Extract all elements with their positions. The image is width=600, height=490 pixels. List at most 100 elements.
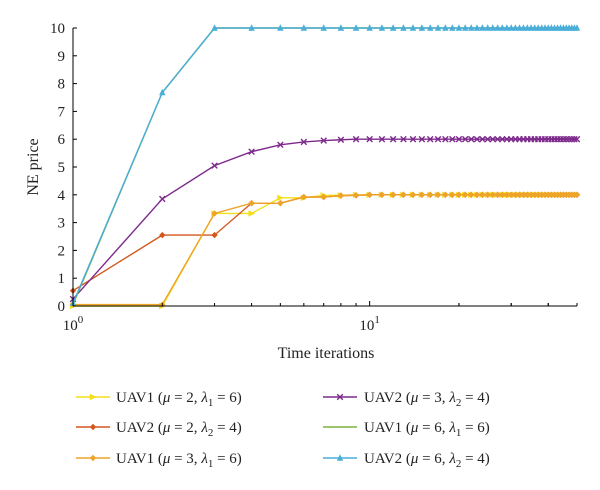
data-point — [352, 24, 360, 31]
data-point — [277, 141, 284, 149]
data-point — [211, 24, 218, 31]
data-point — [442, 191, 449, 198]
data-point — [378, 24, 386, 31]
data-point — [248, 210, 256, 217]
data-point — [573, 135, 581, 143]
data-point — [479, 191, 486, 198]
data-point — [449, 24, 456, 31]
data-point — [248, 148, 255, 156]
data-point — [531, 191, 538, 198]
y-tick-label: 6 — [58, 132, 66, 148]
x-tick-label: 101 — [359, 314, 380, 334]
data-point — [565, 135, 573, 143]
data-point — [211, 210, 218, 217]
data-point — [484, 24, 491, 31]
legend-swatch-marker — [89, 454, 97, 462]
y-tick-label: 5 — [58, 160, 66, 176]
data-point — [541, 191, 549, 198]
plot-area — [69, 24, 581, 310]
data-point — [489, 24, 496, 31]
data-point — [503, 24, 511, 31]
data-point — [507, 191, 515, 198]
data-point — [494, 191, 501, 198]
series-1 — [69, 191, 581, 310]
series-line — [73, 194, 577, 306]
y-tick-label: 9 — [58, 49, 66, 65]
data-point — [409, 24, 417, 31]
data-point — [248, 199, 255, 207]
data-point — [489, 191, 496, 198]
axes: 0 1 2 3 4 5 6 7 8 9 10 100 101 — [50, 21, 578, 334]
data-point — [455, 135, 463, 143]
data-point — [409, 191, 417, 198]
data-point — [524, 191, 531, 198]
data-point — [455, 24, 463, 31]
data-point — [462, 24, 469, 31]
data-point — [300, 138, 308, 146]
data-point — [507, 24, 515, 31]
data-point — [300, 193, 308, 201]
y-tick-label: 7 — [58, 104, 66, 120]
data-point — [499, 24, 506, 31]
data-point — [473, 191, 481, 198]
series-3 — [69, 191, 581, 308]
data-point — [378, 191, 386, 198]
data-point — [484, 135, 491, 143]
legend-item-3: UAV1 (μ = 3, λ1 = 6) — [76, 451, 242, 470]
data-point — [352, 135, 360, 143]
data-point — [277, 194, 285, 202]
legend-label: UAV1 (μ = 3, λ1 = 6) — [116, 451, 242, 470]
data-point — [499, 191, 506, 198]
y-axis-title: NE price — [25, 138, 42, 195]
data-point — [418, 191, 426, 198]
data-point — [320, 193, 327, 201]
data-point — [512, 24, 519, 31]
x-axis-title: Time iterations — [278, 345, 375, 362]
series-4 — [69, 135, 581, 303]
legend-item-2: UAV2 (μ = 2, λ2 = 4) — [76, 420, 242, 439]
data-point — [520, 191, 527, 198]
series-6 — [69, 24, 581, 306]
legend-item-1: UAV1 (μ = 2, λ1 = 6) — [76, 390, 242, 409]
data-point — [277, 199, 284, 207]
data-point — [503, 191, 511, 198]
x-tick-label: 100 — [63, 314, 84, 334]
y-tick-label: 8 — [58, 77, 66, 93]
data-point — [366, 24, 373, 31]
legend-item-4: UAV2 (μ = 3, λ2 = 4) — [323, 390, 490, 409]
legend-label: UAV2 (μ = 3, λ2 = 4) — [364, 390, 490, 409]
data-point — [489, 135, 497, 143]
data-point — [366, 191, 373, 198]
data-point — [484, 191, 491, 198]
data-point — [389, 191, 397, 198]
data-point — [400, 191, 407, 198]
series-line — [72, 194, 577, 292]
series-5 — [72, 27, 577, 305]
legend-label: UAV2 (μ = 2, λ2 = 4) — [116, 420, 242, 439]
data-point — [468, 24, 475, 31]
data-point — [516, 191, 523, 198]
series-2 — [69, 191, 581, 294]
y-tick-label: 4 — [58, 188, 66, 204]
legend-label: UAV2 (μ = 6, λ2 = 4) — [364, 451, 490, 470]
data-point — [449, 135, 456, 143]
legend-label: UAV1 (μ = 2, λ1 = 6) — [116, 390, 242, 409]
data-point — [337, 192, 345, 199]
legend-swatch-marker — [336, 393, 344, 401]
data-point — [337, 136, 345, 144]
data-point — [427, 24, 434, 31]
data-point — [320, 137, 327, 144]
series-line — [73, 194, 577, 307]
data-point — [389, 135, 397, 143]
data-point — [462, 191, 469, 198]
data-point — [527, 191, 535, 198]
data-point — [400, 135, 407, 143]
data-point — [494, 24, 501, 31]
data-point — [366, 135, 373, 143]
data-point — [455, 191, 463, 198]
data-point — [409, 135, 417, 143]
data-point — [512, 191, 519, 198]
data-point — [277, 24, 284, 31]
y-tick-label: 3 — [58, 216, 66, 232]
